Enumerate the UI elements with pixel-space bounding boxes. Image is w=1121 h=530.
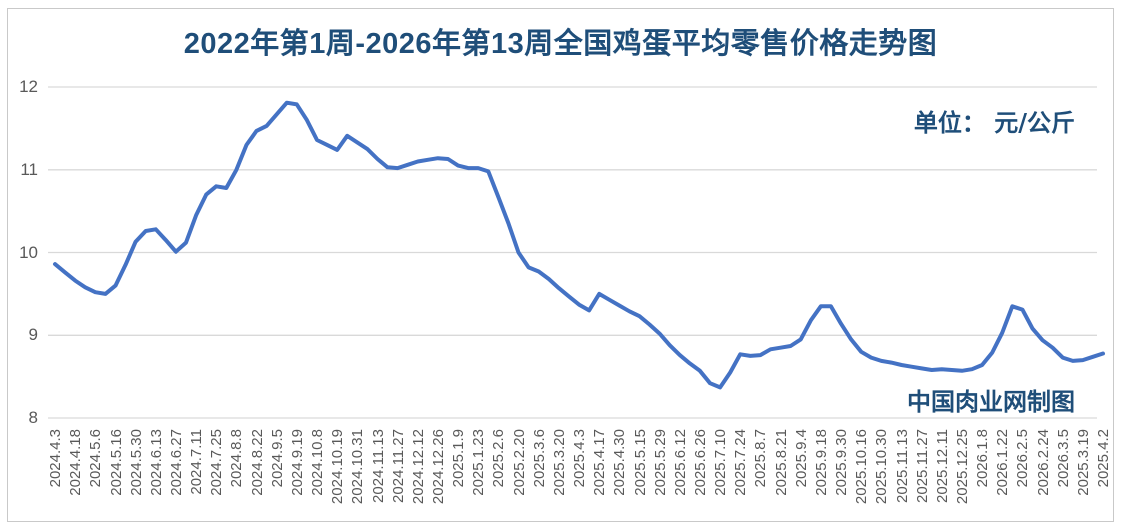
price-trend-line <box>53 100 1105 390</box>
unit-label: 单位： 元/公斤 <box>913 108 1075 137</box>
chart-title: 2022年第1周-2026年第13周全国鸡蛋平均零售价格走势图 <box>183 28 938 60</box>
watermark-credit: 中国肉业网制图 <box>907 387 1075 416</box>
